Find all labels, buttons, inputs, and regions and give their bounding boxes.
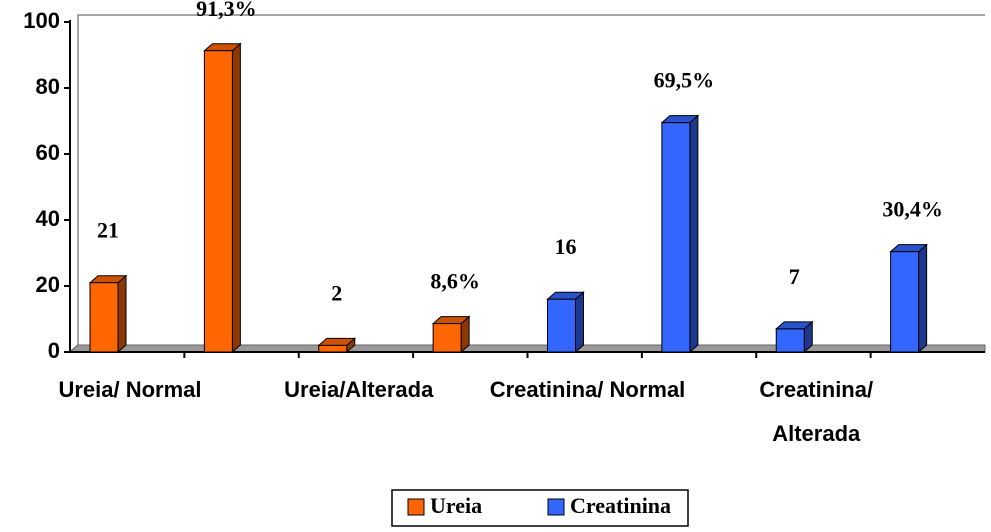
legend-box xyxy=(391,489,689,527)
legend-swatch xyxy=(407,498,425,516)
data-label: 30,4% xyxy=(882,197,943,222)
data-label: 7 xyxy=(789,264,800,289)
data-label: 69,5% xyxy=(654,68,715,93)
data-label: 91,3% xyxy=(196,0,257,21)
x-tick-label: Creatinina/ Alterada xyxy=(759,377,874,446)
legend-label: Creatinina xyxy=(570,493,671,518)
y-tick-label: 40 xyxy=(36,206,60,231)
bar xyxy=(889,243,928,354)
y-tick-label: 0 xyxy=(48,338,60,363)
data-label: 8,6% xyxy=(430,269,480,294)
bar xyxy=(431,315,471,354)
bar xyxy=(660,114,700,354)
x-tick-label: Ureia/Alterada xyxy=(284,377,434,402)
y-tick-label: 20 xyxy=(36,272,60,297)
bar xyxy=(774,320,814,354)
data-label: 16 xyxy=(555,234,577,259)
bar xyxy=(203,42,242,354)
x-tick-label: Ureia/ Normal xyxy=(58,377,202,402)
y-tick-label: 60 xyxy=(36,140,60,165)
legend-swatch xyxy=(547,498,565,516)
legend-label: Ureia xyxy=(430,493,482,518)
bar xyxy=(88,274,128,354)
data-label: 2 xyxy=(331,280,342,305)
data-label: 21 xyxy=(97,218,119,243)
bar xyxy=(317,337,357,354)
x-tick-label: Creatinina/ Normal xyxy=(489,377,686,402)
y-tick-label: 80 xyxy=(36,74,60,99)
y-tick-label: 100 xyxy=(23,8,60,33)
bar xyxy=(546,291,585,354)
